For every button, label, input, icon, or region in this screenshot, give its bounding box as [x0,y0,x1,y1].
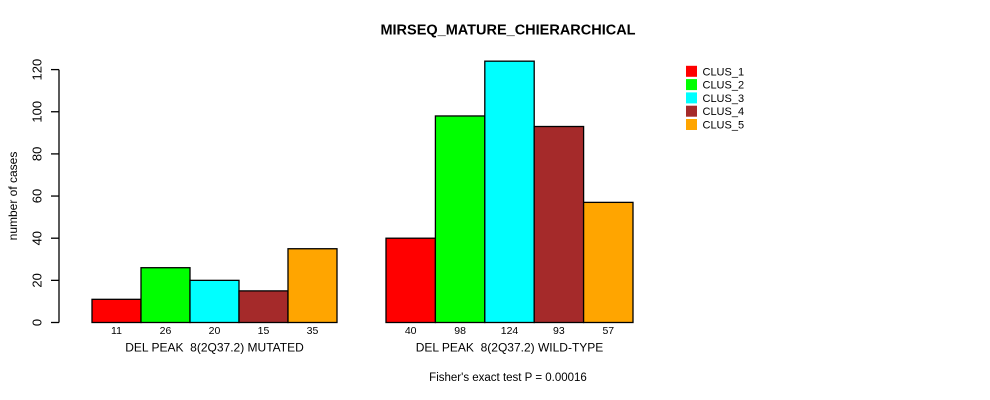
bar-value-label: 93 [553,325,565,337]
bar-clus_3-group1 [189,279,240,324]
bar-series [91,60,634,324]
legend-swatch-clus_3 [686,92,697,104]
y-axis: 0 20 40 60 80 100 120 [29,59,60,326]
y-tick-label: 0 [29,319,44,326]
y-tick-label: 80 [29,147,44,161]
y-axis-label: number of cases [6,152,20,241]
legend-label-clus_5: CLUS_5 [703,120,745,132]
bar-value-label: 35 [307,325,319,337]
bar-clus_3-group2 [484,60,535,324]
chart-title: MIRSEQ_MATURE_CHIERARCHICAL [380,23,635,39]
bar-value-label: 98 [454,325,466,337]
legend-swatch-clus_4 [686,105,697,117]
bar-clus_2-group2 [434,115,486,324]
bar-value-label: 11 [111,325,122,337]
bar-clus_4-group2 [533,125,585,324]
legend-label-clus_2: CLUS_2 [703,80,745,92]
y-tick-label: 40 [29,231,44,245]
legend-label-clus_1: CLUS_1 [703,66,745,78]
bar-value-label: 20 [209,325,221,337]
bar-value-labels: 11 26 20 15 35 40 98 124 93 57 [111,325,614,337]
bar-clus_1-group2 [385,237,437,324]
bar-clus_2-group1 [140,267,191,324]
y-tick-label: 60 [29,189,44,203]
bar-value-label: 15 [258,325,270,337]
legend-label-clus_3: CLUS_3 [703,93,745,105]
legend-label-clus_4: CLUS_4 [703,106,745,118]
y-tick-label: 100 [29,101,44,123]
y-tick-label: 120 [29,59,44,81]
bar-value-label: 40 [405,325,417,337]
bar-value-label: 124 [501,325,519,337]
group-label-mutated: DEL PEAK 8(2Q37.2) MUTATED [125,341,304,355]
bar-clus_5-group1 [287,248,338,324]
bar-clus_4-group1 [238,290,289,324]
bar-value-label: 57 [602,325,614,337]
legend-swatch-clus_5 [686,119,697,130]
bar-clus_5-group2 [582,201,634,324]
bar-clus_1-group1 [91,298,142,324]
group-label-wildtype: DEL PEAK 8(2Q37.2) WILD-TYPE [416,341,604,355]
y-tick-label: 20 [29,273,44,287]
bar-value-label: 26 [160,325,172,337]
legend-swatch-clus_2 [686,79,697,91]
legend-swatch-clus_1 [686,65,697,77]
annotation-fishers-test: Fisher's exact test P = 0.00016 [429,372,587,384]
